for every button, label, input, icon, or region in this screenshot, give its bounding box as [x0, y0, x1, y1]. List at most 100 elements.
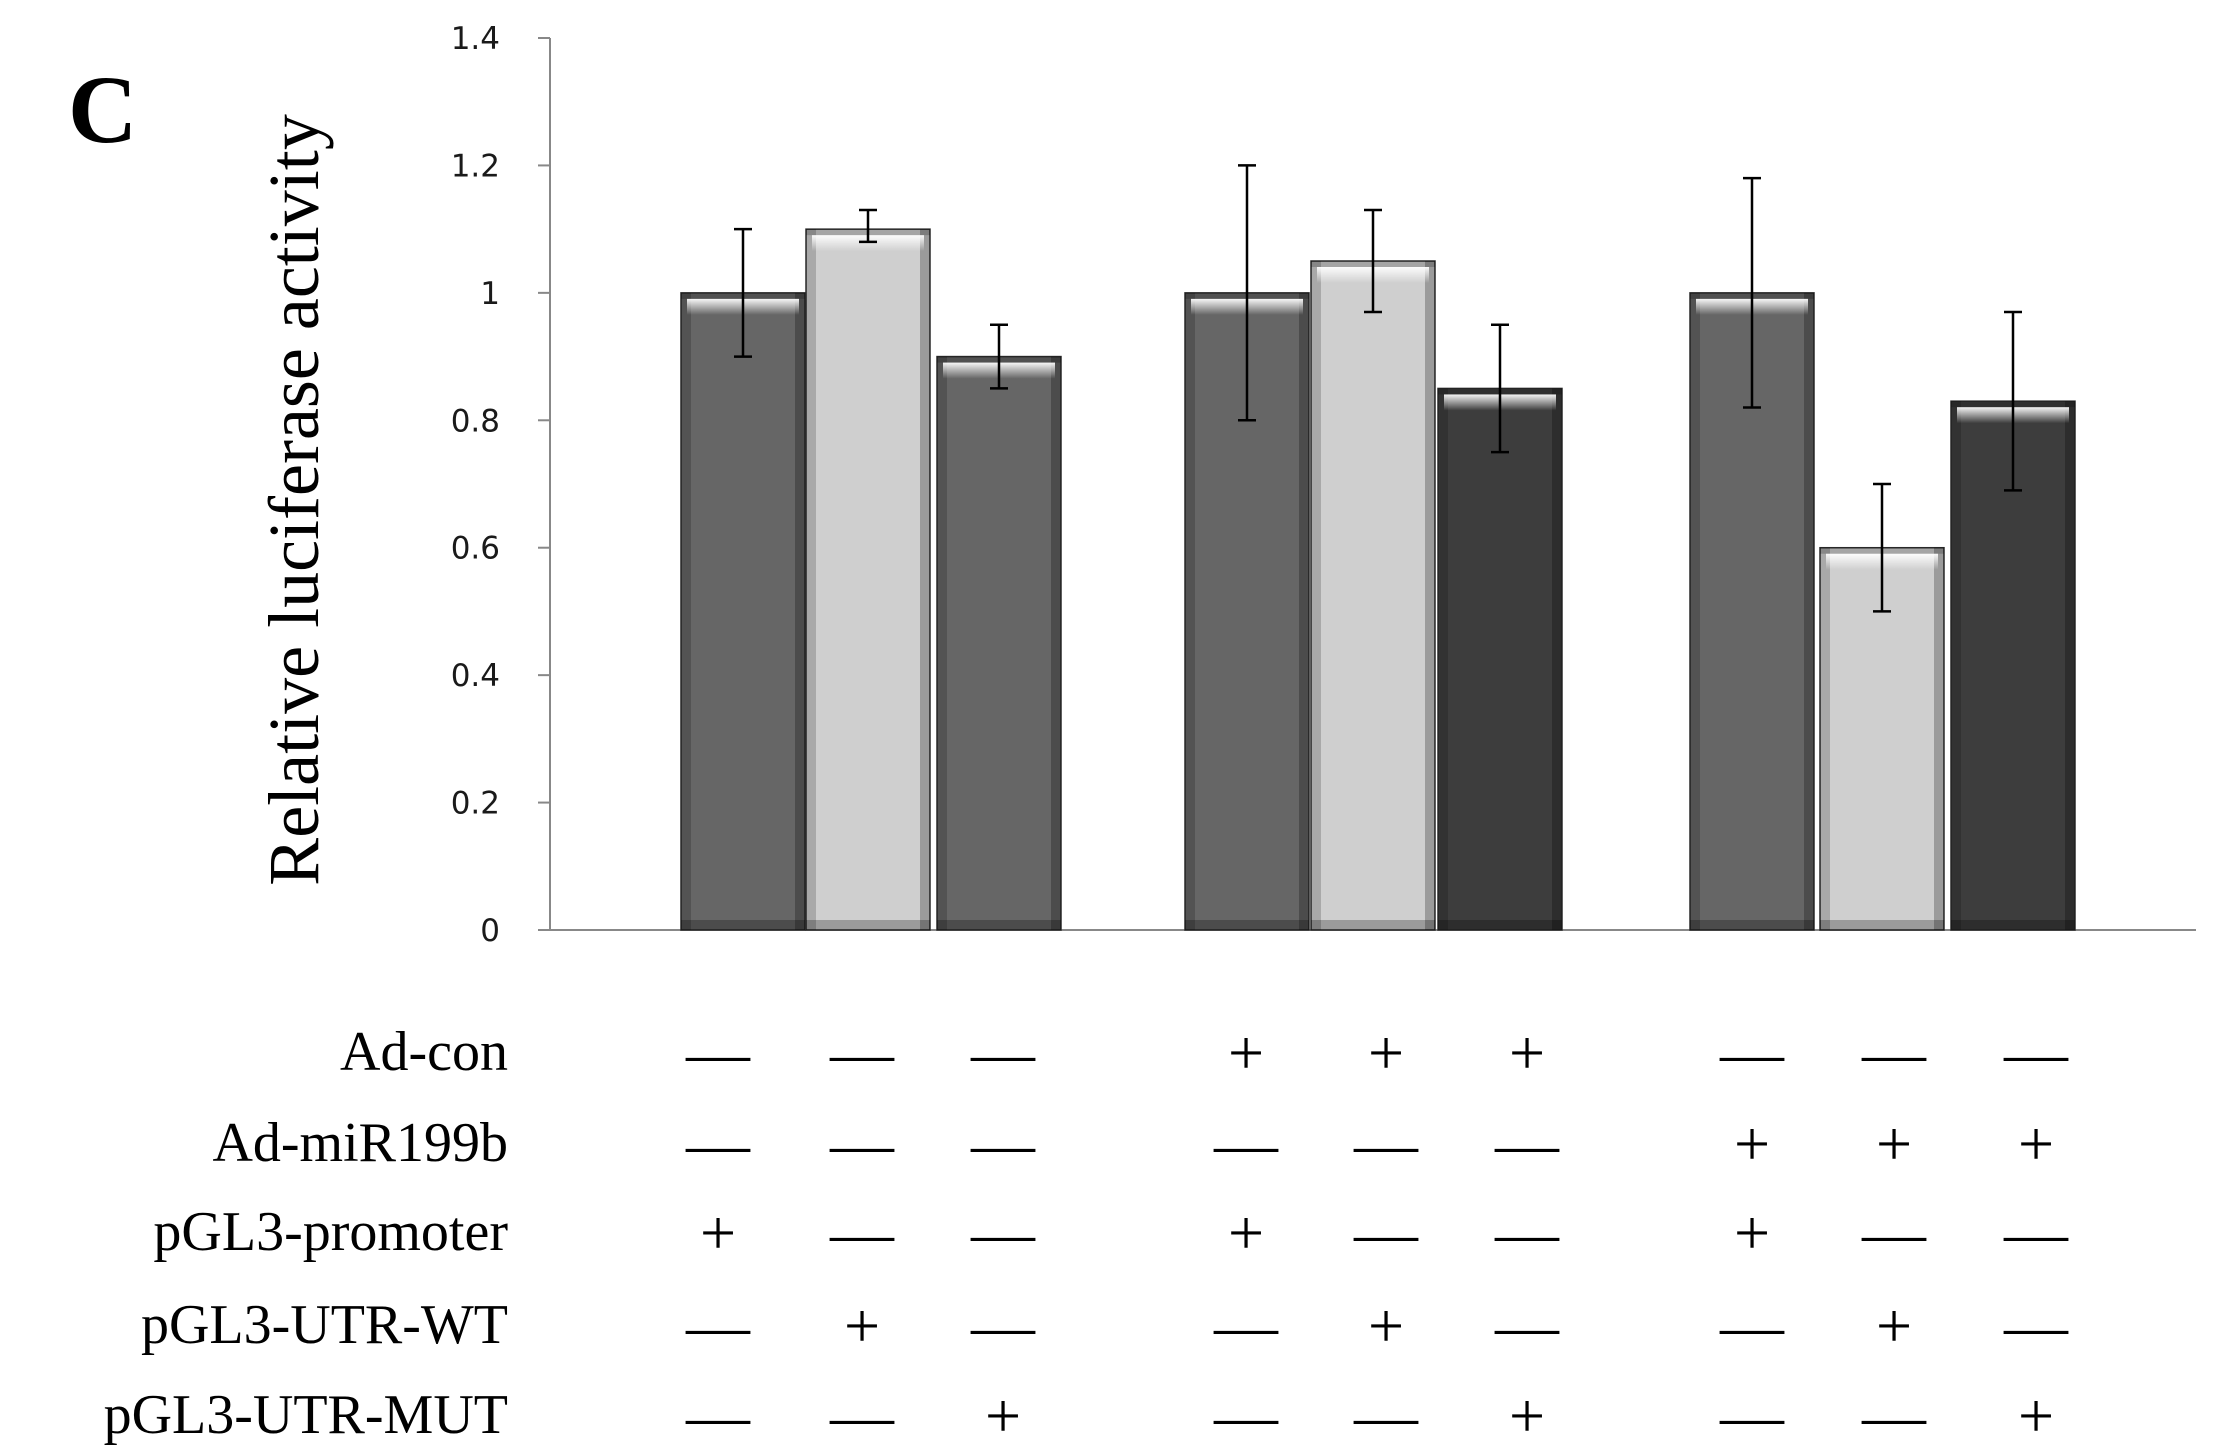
- bar-bevel-bottom: [1185, 920, 1309, 930]
- minus-sign: —: [829, 1380, 895, 1451]
- bar-body: [1310, 260, 1436, 931]
- plus-sign: +: [1509, 1017, 1545, 1088]
- bar: [680, 292, 806, 931]
- minus-sign: —: [1494, 1108, 1560, 1179]
- y-tick-label: 0: [480, 913, 500, 949]
- minus-sign: —: [1494, 1197, 1560, 1268]
- bar-bevel-bottom: [1951, 920, 2075, 930]
- condition-row-label: pGL3-UTR-MUT: [104, 1384, 508, 1446]
- y-tick-label: 1.4: [451, 21, 500, 57]
- minus-sign: —: [685, 1017, 751, 1088]
- y-tick-label: 0.8: [451, 403, 500, 439]
- bar-bevel-left: [1438, 388, 1448, 930]
- minus-sign: —: [685, 1108, 751, 1179]
- plus-sign: +: [1734, 1108, 1770, 1179]
- bar-bevel-bottom: [681, 920, 805, 930]
- minus-sign: —: [1353, 1197, 1419, 1268]
- bar-bevel-left: [1951, 401, 1961, 931]
- bar-bevel-right: [920, 229, 930, 931]
- bar-bevel-right: [1552, 388, 1562, 930]
- condition-row-label: pGL3-UTR-WT: [141, 1294, 508, 1356]
- bar-bevel-left: [681, 292, 691, 930]
- bar-body: [805, 228, 931, 931]
- minus-sign: —: [2003, 1017, 2069, 1088]
- y-tick-label: 0.4: [451, 658, 500, 694]
- bar: [1819, 546, 1945, 931]
- plus-sign: +: [1228, 1197, 1264, 1268]
- condition-row-label: Ad-miR199b: [212, 1112, 508, 1174]
- error-bar: [990, 323, 1008, 390]
- minus-sign: —: [1213, 1380, 1279, 1451]
- bar: [1437, 387, 1563, 931]
- bars: [680, 228, 2076, 931]
- condition-row-label: pGL3-promoter: [153, 1201, 508, 1263]
- plus-sign: +: [1509, 1380, 1545, 1451]
- minus-sign: —: [2003, 1197, 2069, 1268]
- minus-sign: —: [970, 1290, 1036, 1361]
- bar-bevel-right: [1425, 261, 1435, 930]
- plus-sign: +: [844, 1290, 880, 1361]
- condition-labels: Ad-con Ad-miR199b pGL3-promoter pGL3-UTR-WT…: [104, 1021, 509, 1446]
- bar-highlight: [812, 235, 924, 252]
- plus-sign: +: [1734, 1197, 1770, 1268]
- plus-sign: +: [700, 1197, 736, 1268]
- bar-body: [1437, 387, 1563, 931]
- error-bar: [1364, 208, 1382, 314]
- minus-sign: —: [1494, 1290, 1560, 1361]
- bar-bevel-right: [795, 292, 805, 930]
- plus-sign: +: [1228, 1017, 1264, 1088]
- bar-bevel-left: [1690, 292, 1700, 930]
- minus-sign: —: [970, 1108, 1036, 1179]
- error-bar: [1873, 482, 1891, 613]
- plus-sign: +: [1876, 1290, 1912, 1361]
- bar-bevel-bottom: [1438, 920, 1562, 930]
- plus-sign: +: [1876, 1108, 1912, 1179]
- minus-sign: —: [1861, 1197, 1927, 1268]
- minus-sign: —: [1213, 1290, 1279, 1361]
- minus-sign: —: [829, 1017, 895, 1088]
- bar-body: [680, 292, 806, 931]
- bar-bevel-left: [806, 229, 816, 931]
- bar-bevel-left: [1820, 547, 1830, 930]
- minus-sign: —: [970, 1197, 1036, 1268]
- error-bar: [1238, 164, 1256, 422]
- error-bar: [1743, 176, 1761, 409]
- bar-bevel-bottom: [1690, 920, 1814, 930]
- minus-sign: —: [1353, 1108, 1419, 1179]
- bar-bevel-bottom: [1820, 920, 1944, 930]
- bar-bevel-right: [1934, 547, 1944, 930]
- error-bars: [734, 164, 2022, 613]
- bar-bevel-right: [1804, 292, 1814, 930]
- y-ticks: 0 0.2 0.4 0.6 0.8 1 1.2 1.4: [451, 21, 550, 949]
- bar-bevel-right: [1051, 356, 1061, 931]
- bar-bevel-left: [1311, 261, 1321, 930]
- y-tick-label: 0.2: [451, 786, 500, 822]
- bar-bevel-left: [1185, 292, 1195, 930]
- y-axis-label: Relative luciferase activity: [254, 114, 334, 886]
- error-bar: [734, 227, 752, 358]
- plus-sign: +: [1368, 1290, 1404, 1361]
- minus-sign: —: [1719, 1380, 1785, 1451]
- minus-sign: —: [685, 1290, 751, 1361]
- minus-sign: —: [1353, 1380, 1419, 1451]
- bar-bevel-right: [1299, 292, 1309, 930]
- bar: [1184, 292, 1310, 931]
- y-tick-label: 1.2: [451, 148, 500, 184]
- bar: [805, 228, 931, 931]
- minus-sign: —: [970, 1017, 1036, 1088]
- error-bar: [2004, 310, 2022, 492]
- minus-sign: —: [1213, 1108, 1279, 1179]
- minus-sign: —: [1719, 1017, 1785, 1088]
- error-bar: [859, 208, 877, 244]
- bar: [1310, 260, 1436, 931]
- plus-sign: +: [1368, 1017, 1404, 1088]
- condition-signs: — — — + + + — — — — — — — — — + + + + — — + — — + — — — + — — + — — + — — — + —…: [685, 1017, 2069, 1451]
- minus-sign: —: [829, 1108, 895, 1179]
- bar-bevel-left: [937, 356, 947, 931]
- condition-row-label: Ad-con: [340, 1021, 508, 1083]
- plus-sign: +: [2018, 1108, 2054, 1179]
- y-tick-label: 1: [480, 276, 500, 312]
- minus-sign: —: [1861, 1380, 1927, 1451]
